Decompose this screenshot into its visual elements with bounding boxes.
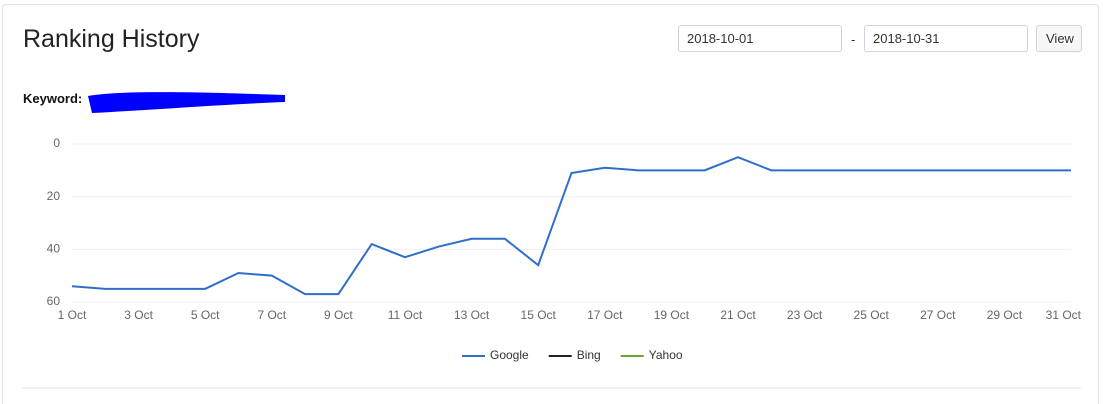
- x-tick-label: 31 Oct: [1046, 308, 1082, 322]
- x-tick-label: 7 Oct: [257, 308, 286, 322]
- x-tick-label: 23 Oct: [787, 308, 823, 322]
- start-date-input[interactable]: 2018-10-01: [678, 25, 842, 52]
- legend-label: Yahoo: [649, 348, 683, 362]
- x-tick-label: 27 Oct: [920, 308, 956, 322]
- view-button[interactable]: View: [1036, 25, 1082, 52]
- date-separator: -: [851, 32, 856, 47]
- x-tick-label: 19 Oct: [654, 308, 690, 322]
- end-date-input[interactable]: 2018-10-31: [864, 25, 1028, 52]
- x-tick-label: 21 Oct: [720, 308, 756, 322]
- page-title: Ranking History: [23, 25, 200, 53]
- legend-label: Bing: [577, 348, 601, 362]
- y-tick-label: 40: [47, 242, 61, 256]
- legend-label: Google: [490, 348, 529, 362]
- y-tick-label: 0: [53, 136, 60, 150]
- y-tick-label: 20: [47, 189, 61, 203]
- x-tick-label: 13 Oct: [454, 308, 490, 322]
- card: Ranking History 2018-10-01 - 2018-10-31 …: [2, 4, 1099, 404]
- series-line: [71, 156, 1071, 296]
- x-tick-label: 3 Oct: [124, 308, 153, 322]
- x-tick-label: 9 Oct: [324, 308, 353, 322]
- x-tick-label: 11 Oct: [388, 308, 423, 322]
- x-tick-label: 25 Oct: [854, 308, 890, 322]
- keyword-label: Keyword:: [23, 91, 83, 106]
- x-tick-label: 15 Oct: [521, 308, 557, 322]
- x-tick-label: 29 Oct: [987, 308, 1023, 322]
- x-tick-label: 1 Oct: [58, 308, 87, 322]
- y-tick-label: 60: [47, 294, 61, 308]
- x-tick-label: 17 Oct: [587, 308, 623, 322]
- x-tick-label: 5 Oct: [191, 308, 220, 322]
- redaction: [88, 92, 285, 113]
